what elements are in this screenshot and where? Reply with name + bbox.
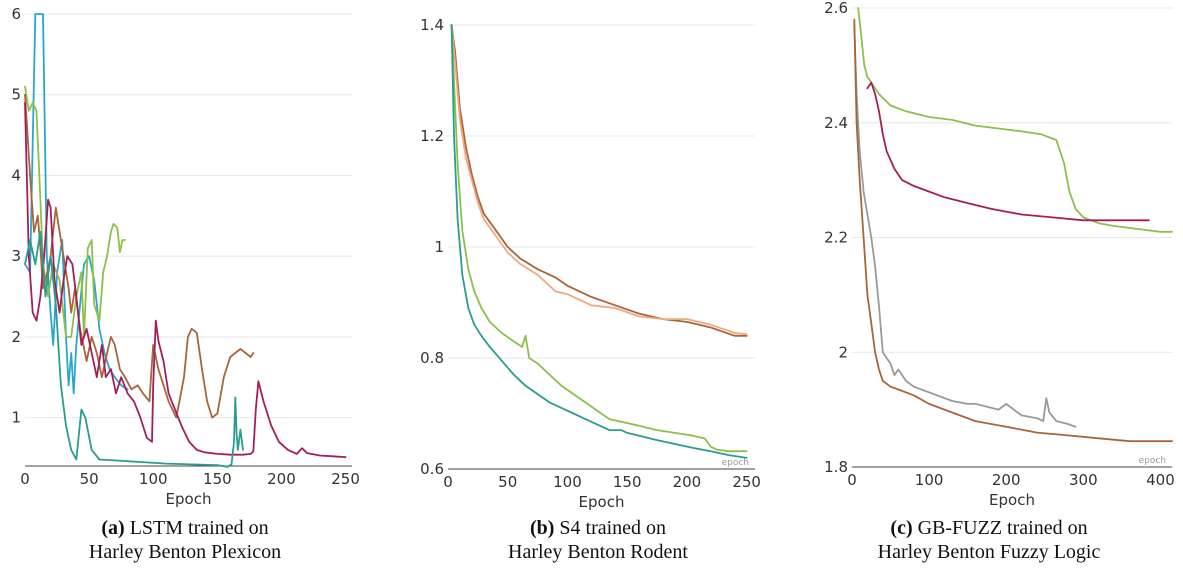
panel-a-series-2-line <box>24 85 126 338</box>
panel-a-series-5-line <box>24 231 244 468</box>
panel-c-xtick-label: 300 <box>1069 471 1098 489</box>
panel-a-ytick-label: 4 <box>11 166 21 184</box>
caption-c-line2: Harley Benton Fuzzy Logic <box>877 541 1101 563</box>
panel-a-ytick-label: 2 <box>11 328 21 346</box>
panel-c-ytick-label: 2.6 <box>824 0 848 17</box>
panel-b-series-2-line <box>450 24 748 335</box>
panel-b-watermark: epoch <box>722 458 749 468</box>
panel-c-chart: 1.8 2 2.2 2.4 2.6 0 100 200 300 400 Epoch epoch <box>824 0 1175 509</box>
panel-a-ytick-label: 5 <box>11 86 21 104</box>
panel-b-xtick-label: 100 <box>553 473 582 491</box>
caption-a: (a) LSTM trained on Harley Benton Plexic… <box>5 516 365 564</box>
panel-a-ytick-label: 3 <box>11 247 21 265</box>
panel-a-xtick-label: 100 <box>139 470 168 488</box>
panel-b-chart: 0.6 0.8 1 1.2 1.4 0 50 100 150 200 250 Epoch epoch <box>420 16 761 511</box>
panel-c-series-2-line <box>866 81 1150 222</box>
panel-b-ytick-label: 1.4 <box>420 16 444 34</box>
panel-a-xtick-label: 200 <box>267 470 296 488</box>
panel-a-xtick-label: 50 <box>80 470 99 488</box>
panel-a-series-4-line <box>24 101 347 458</box>
panel-a-ytick-label: 6 <box>11 5 21 23</box>
panel-b-xtick-label: 50 <box>498 473 517 491</box>
panel-a-xtick-label: 0 <box>20 470 30 488</box>
panel-c-series-1-line <box>857 7 1173 233</box>
panel-b-xtick-label: 250 <box>732 473 761 491</box>
panel-b-xtick-label: 150 <box>613 473 642 491</box>
panel-c-series-4-line <box>853 18 1173 443</box>
caption-a-label: (a) <box>101 517 125 539</box>
caption-a-line1: LSTM trained on <box>129 517 269 539</box>
panel-c-ytick-label: 2 <box>838 343 848 361</box>
panel-c-ytick-label: 2.2 <box>824 229 848 247</box>
panel-c-xtick-label: 400 <box>1146 471 1175 489</box>
panel-b-xtick-label: 200 <box>673 473 702 491</box>
panel-b-x-axis-label: Epoch <box>579 493 625 511</box>
panel-a-xtick-label: 150 <box>203 470 232 488</box>
panel-a-chart: 1 2 3 4 5 6 0 50 100 150 200 250 Epoch <box>11 5 359 508</box>
caption-b: (b) S4 trained on Harley Benton Rodent <box>418 516 778 564</box>
panel-c-ytick-label: 1.8 <box>824 458 848 476</box>
panel-c-watermark: epoch <box>1139 456 1166 466</box>
caption-b-line1: S4 trained on <box>559 517 667 539</box>
panel-a-x-axis-label: Epoch <box>166 490 212 508</box>
panel-c-series-3-line <box>853 24 1077 428</box>
panel-b-ytick-label: 1.2 <box>420 127 444 145</box>
panel-a-series-3-line <box>24 93 255 419</box>
caption-b-line2: Harley Benton Rodent <box>508 541 688 563</box>
panel-b-series-3-line <box>450 24 748 453</box>
panel-b-ytick-label: 0.8 <box>420 349 444 367</box>
caption-b-label: (b) <box>529 517 555 539</box>
panel-b-series-4-line <box>450 24 748 459</box>
caption-c-label: (c) <box>890 517 913 539</box>
panel-c-xtick-label: 100 <box>915 471 944 489</box>
panel-b-ytick-label: 1 <box>434 238 444 256</box>
caption-c: (c) GB-FUZZ trained on Harley Benton Fuz… <box>809 516 1169 564</box>
caption-a-line2: Harley Benton Plexicon <box>88 541 282 563</box>
panel-b-series-1-line <box>450 24 748 337</box>
panel-a-ytick-label: 1 <box>11 409 21 427</box>
panel-c-ytick-label: 2.4 <box>824 114 848 132</box>
panel-b-ytick-label: 0.6 <box>420 460 444 478</box>
panel-a-xtick-label: 250 <box>331 470 360 488</box>
panel-c-xtick-label: 200 <box>992 471 1021 489</box>
caption-c-line1: GB-FUZZ trained on <box>917 517 1088 539</box>
panel-c-x-axis-label: Epoch <box>989 491 1035 509</box>
panel-b-xtick-label: 0 <box>443 473 453 491</box>
panel-c-xtick-label: 0 <box>847 471 857 489</box>
